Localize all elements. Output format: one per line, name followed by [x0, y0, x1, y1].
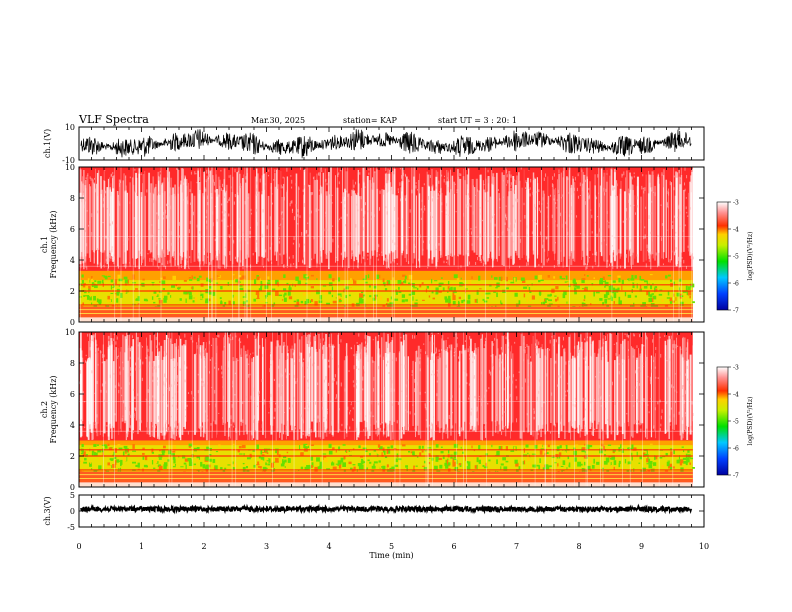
time-tick-label: 1 — [139, 542, 144, 551]
spectrogram-ch1-tick-label: 2 — [70, 287, 75, 296]
waveform-ch1-tick-label: -10 — [62, 156, 75, 165]
colorbar-ch1-tick-label: -3 — [733, 200, 739, 207]
spectrogram-ch1-ylabel: Frequency (kHz) — [49, 210, 58, 278]
colorbar-ch2-tick-label: -7 — [733, 473, 739, 480]
figure-title: VLF Spectra — [78, 113, 149, 126]
waveform-ch1-panel: 10 -10 ch.1(V) — [43, 123, 705, 165]
start-time-label: start UT = 3 : 20: 1 — [438, 116, 517, 125]
colorbar-ch2-tick-label: -4 — [733, 392, 739, 399]
waveform-ch3-tick-label: -5 — [67, 523, 75, 532]
date-label: Mar.30, 2025 — [251, 116, 305, 125]
spectrogram-ch1-tick-label: 8 — [70, 194, 75, 203]
time-tick-label: 3 — [264, 542, 269, 551]
time-axis-label: Time (min) — [369, 551, 413, 560]
colorbar-ch1-tick-label: -7 — [733, 308, 739, 315]
time-tick-label: 7 — [514, 542, 519, 551]
colorbar-ch1-label: log(PSD)(V²/Hz) — [747, 232, 754, 281]
spectrogram-ch2-ylabel: ch.2 — [40, 401, 49, 418]
time-tick-label: 8 — [576, 542, 581, 551]
spectrogram-ch1-panel: 0 2 4 6 8 10 ch.1 Frequency (kHz) — [40, 163, 705, 327]
time-tick-label: 6 — [451, 542, 456, 551]
colorbar-ch2-label: log(PSD)(V²/Hz) — [747, 397, 754, 446]
spectrogram-ch2-tick-label: 0 — [70, 483, 75, 492]
colorbar-ch1: -3 -4 -5 -6 -7 log(PSD)(V²/Hz) — [716, 200, 754, 315]
colorbar-ch2: -3 -4 -5 -6 -7 log(PSD)(V²/Hz) — [716, 365, 754, 480]
time-tick-label: 2 — [201, 542, 206, 551]
spectrogram-ch2-band-lower — [79, 471, 693, 483]
time-tick-label: 4 — [326, 542, 331, 551]
spectrogram-ch1-band-lower — [79, 306, 693, 318]
colorbar-ch1-tick-label: -6 — [733, 281, 739, 288]
colorbar-ch2-tick-label: -6 — [733, 446, 739, 453]
colorbar-ch1-tick-label: -5 — [733, 254, 739, 261]
spectrogram-ch2-tick-label: 10 — [65, 328, 75, 337]
time-tick-label: 10 — [699, 542, 709, 551]
waveform-ch1-tick-label: 10 — [65, 123, 75, 132]
colorbar-ch1-tick-label: -4 — [733, 227, 739, 234]
time-tick-label: 5 — [389, 542, 394, 551]
waveform-ch1-trace — [80, 129, 692, 159]
spectrogram-ch1-tick-label: 0 — [70, 318, 75, 327]
colorbar-ch2-scale — [716, 366, 729, 476]
spectrogram-ch1-tick-label: 6 — [70, 225, 75, 234]
spectrogram-ch2-tick-label: 2 — [70, 452, 75, 461]
colorbar-ch1-scale — [716, 201, 729, 311]
station-label: station= KAP — [343, 116, 398, 125]
spectrogram-ch2-tick-label: 4 — [70, 421, 75, 430]
time-tick-label: 0 — [76, 542, 81, 551]
spectrogram-ch2-panel: 0 2 4 6 8 10 ch.2 Frequency (kHz) — [40, 328, 705, 492]
time-axis: 0 1 2 3 4 5 6 7 8 9 10 Time (min) — [76, 542, 709, 560]
waveform-ch3-trace — [80, 503, 693, 515]
colorbar-ch2-tick-label: -5 — [733, 419, 739, 426]
waveform-ch1-ylabel: ch.1(V) — [43, 129, 52, 158]
waveform-ch3-tick-label: 5 — [70, 491, 75, 500]
waveform-ch3-panel: 5 0 -5 ch.3(V) — [43, 491, 705, 532]
spectrogram-ch1-ylabel: ch.1 — [40, 236, 49, 253]
spectrogram-ch1-tick-label: 10 — [65, 163, 75, 172]
spectrogram-ch2-tick-label: 8 — [70, 359, 75, 368]
spectrogram-ch2-tick-label: 6 — [70, 390, 75, 399]
colorbar-ch2-tick-label: -3 — [733, 365, 739, 372]
time-tick-label: 9 — [639, 542, 644, 551]
spectrogram-ch1-tick-label: 4 — [70, 256, 75, 265]
spectrogram-ch2-ylabel: Frequency (kHz) — [49, 375, 58, 443]
waveform-ch3-tick-label: 0 — [70, 507, 75, 516]
waveform-ch3-ylabel: ch.3(V) — [43, 496, 52, 525]
